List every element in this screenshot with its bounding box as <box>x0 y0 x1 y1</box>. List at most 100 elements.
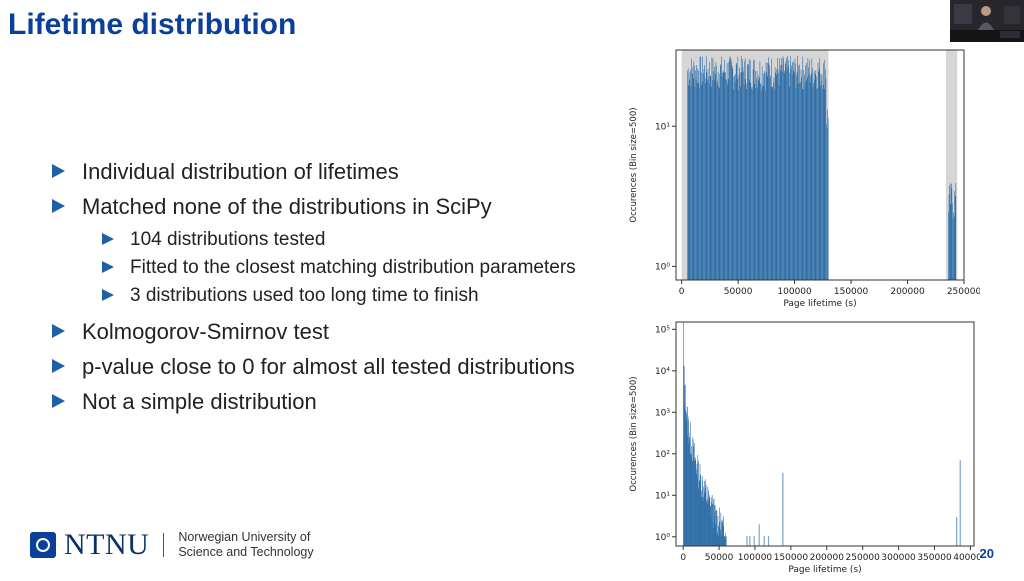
histogram-bar <box>744 58 746 280</box>
x-tick-label: 250000 <box>947 287 980 297</box>
histogram-bar <box>775 74 777 280</box>
plot-frame <box>675 321 975 547</box>
x-tick-label: 350000 <box>917 553 952 563</box>
histogram-bar <box>725 533 726 546</box>
histogram-bar <box>784 63 786 280</box>
y-tick-label: 10² <box>655 450 670 460</box>
histogram-bar <box>712 528 714 546</box>
histogram-bar <box>701 490 702 546</box>
histogram-bar <box>827 118 829 280</box>
histogram-bar <box>712 80 713 280</box>
histogram-bar <box>688 79 690 280</box>
histogram-bar <box>765 90 766 281</box>
histogram-bar <box>718 526 720 546</box>
histogram-bar <box>743 71 744 280</box>
y-axis-label: Occurences (Bin size=500) <box>629 376 639 491</box>
histogram-bar <box>797 55 799 280</box>
histogram-bar <box>720 532 721 546</box>
y-tick-label: 10⁴ <box>655 367 670 377</box>
histogram-bar <box>726 80 727 280</box>
histogram-bar <box>695 457 696 546</box>
institution-name: Norwegian University of Science and Tech… <box>178 530 313 560</box>
histogram-bar <box>705 55 707 280</box>
histogram-spike <box>767 535 770 546</box>
bullet-item: Not a simple distribution <box>52 388 612 415</box>
histogram-bar <box>707 500 709 546</box>
histogram-bar <box>774 89 775 280</box>
histogram-bar <box>708 490 709 546</box>
histogram-bar <box>714 505 716 546</box>
histogram-bar <box>794 58 796 280</box>
histogram-bar <box>773 77 775 280</box>
x-axis-label: Page lifetime (s) <box>788 565 861 575</box>
histogram-bar <box>704 64 705 280</box>
histogram-bar <box>813 83 814 280</box>
histogram-bar <box>764 71 765 280</box>
histogram-bar <box>690 453 692 546</box>
bullet-item: Individual distribution of lifetimes <box>52 158 612 185</box>
histogram-bar <box>701 476 703 546</box>
histogram-bar <box>712 503 714 546</box>
histogram-spike <box>758 524 760 546</box>
histogram-bar <box>783 58 784 280</box>
histogram-bar <box>760 84 761 280</box>
x-tick-label: 250000 <box>846 553 881 563</box>
histogram-bar <box>948 211 949 280</box>
histogram-bar <box>749 60 751 281</box>
x-tick-label: 0 <box>680 553 686 563</box>
histogram-bar <box>769 65 770 280</box>
histogram-bar <box>703 73 704 280</box>
sub-bullet-item: Fitted to the closest matching distribut… <box>102 256 612 280</box>
chart-bottom-svg: 0 50000 100000 150000 200000 250000 300000 3500… <box>629 321 988 575</box>
sub-bullet-item: 3 distributions used too long time to fi… <box>102 284 612 308</box>
histogram-bar <box>690 422 691 546</box>
histogram-bar <box>776 69 778 280</box>
bullet-arrow-icon <box>102 233 114 245</box>
histogram-bar <box>953 216 955 280</box>
histogram-bar <box>723 516 724 546</box>
histogram-bar <box>706 500 707 546</box>
histogram-bar <box>729 59 730 280</box>
histogram-bar <box>711 86 712 280</box>
histogram-bar <box>804 74 805 280</box>
histogram-bar <box>716 84 718 281</box>
histogram-bar <box>795 88 797 280</box>
histogram-bar <box>799 64 800 280</box>
histogram-bar <box>716 532 718 546</box>
histogram-bar <box>727 84 728 280</box>
histogram-bar <box>749 80 751 280</box>
histogram-bar <box>715 62 717 280</box>
histogram-bar <box>754 83 756 280</box>
histogram-bar <box>705 488 707 546</box>
histogram-bar <box>746 83 748 280</box>
histogram-bar <box>760 83 762 281</box>
histogram-bar <box>821 80 822 280</box>
histogram-bar <box>795 63 796 281</box>
histogram-bar <box>689 432 691 546</box>
histogram-bar <box>808 67 809 280</box>
histogram-bar <box>698 70 699 281</box>
histogram-bar <box>700 475 701 546</box>
histogram-bar <box>777 58 778 281</box>
bullet-text: Individual distribution of lifetimes <box>82 159 399 184</box>
histogram-bar <box>721 520 722 546</box>
bullet-list: Individual distribution of lifetimes Mat… <box>52 158 612 423</box>
histogram-bar <box>950 204 952 280</box>
histogram-bar <box>743 84 745 280</box>
histogram-bar <box>748 65 749 281</box>
histogram-bar <box>705 479 706 546</box>
histogram-bar <box>693 446 695 546</box>
histogram-bar <box>740 55 742 281</box>
histogram-bar <box>689 440 690 546</box>
histogram-bar <box>761 90 762 280</box>
histogram-bar <box>713 499 714 546</box>
histogram-bar <box>698 82 700 280</box>
histogram-bar <box>719 507 720 546</box>
histogram-bar <box>697 488 699 546</box>
histogram-bar <box>779 58 780 281</box>
histogram-spike <box>956 516 958 546</box>
y-tick-label: 10⁰ <box>655 262 670 272</box>
histogram-bar <box>695 463 697 546</box>
histogram-bar <box>734 81 736 280</box>
histogram-bar <box>697 68 699 280</box>
